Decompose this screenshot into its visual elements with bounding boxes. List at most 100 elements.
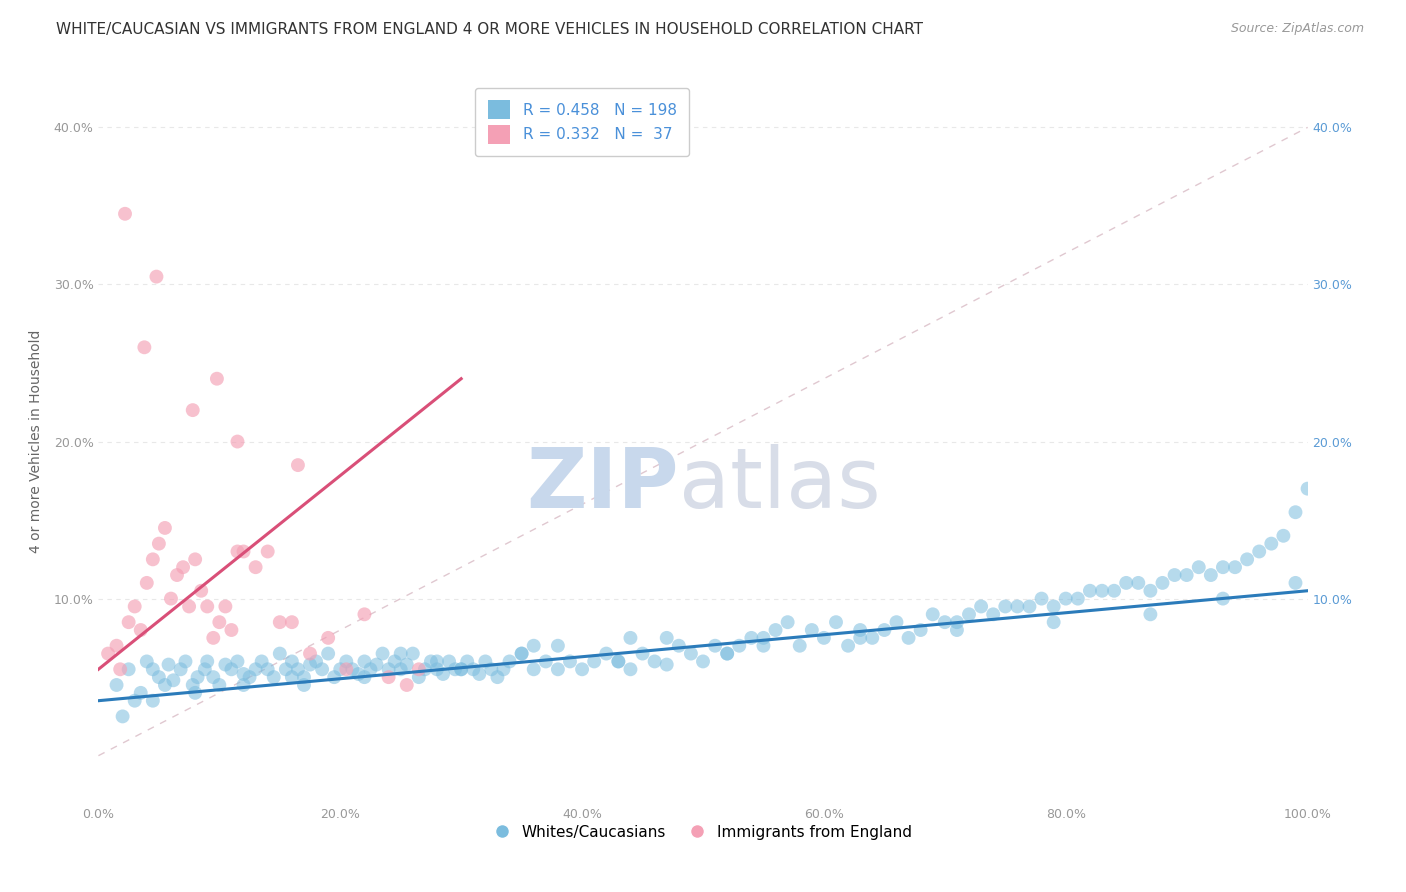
Point [360,662,382,676]
Point [145,269,167,284]
Point [135,655,157,669]
Point [148,536,170,550]
Point [245,662,267,676]
Point [1260,536,1282,550]
Point [105,678,128,692]
Point [463,662,485,676]
Point [1188,560,1211,574]
Point [1249,544,1271,558]
Point [160,591,183,606]
Text: ZIP: ZIP [526,444,679,525]
Point [655,657,678,672]
Point [444,662,467,676]
Point [873,623,896,637]
Point [292,678,315,692]
Point [395,678,418,692]
Point [172,560,194,574]
Point [789,639,811,653]
Point [837,639,859,653]
Point [558,655,581,669]
Point [114,207,136,221]
Point [498,655,520,669]
Point [595,647,617,661]
Point [169,662,191,676]
Point [389,662,412,676]
Point [523,662,546,676]
Point [269,647,291,661]
Point [323,670,346,684]
Point [226,544,249,558]
Point [897,631,920,645]
Point [1007,599,1029,614]
Point [208,678,231,692]
Point [226,655,249,669]
Point [153,521,176,535]
Point [1199,568,1222,582]
Point [547,639,569,653]
Point [1223,560,1246,574]
Point [287,458,309,472]
Point [135,575,157,590]
Point [281,670,304,684]
Point [142,694,165,708]
Text: WHITE/CAUCASIAN VS IMMIGRANTS FROM ENGLAND 4 OR MORE VEHICLES IN HOUSEHOLD CORRE: WHITE/CAUCASIAN VS IMMIGRANTS FROM ENGLA… [56,22,924,37]
Point [335,655,357,669]
Point [281,615,304,630]
Point [583,655,606,669]
Point [157,657,180,672]
Point [1212,591,1234,606]
Point [704,639,727,653]
Point [1284,575,1306,590]
Point [142,552,165,566]
Point [619,662,641,676]
Point [1031,591,1053,606]
Point [377,670,399,684]
Point [752,631,775,645]
Point [118,662,141,676]
Point [205,372,228,386]
Point [174,655,197,669]
Point [849,631,872,645]
Point [910,623,932,637]
Point [316,647,339,661]
Point [245,560,267,574]
Point [1272,529,1295,543]
Point [202,631,225,645]
Point [256,544,278,558]
Point [800,623,823,637]
Point [371,647,394,661]
Point [335,662,357,676]
Point [134,340,156,354]
Point [190,583,212,598]
Point [510,647,533,661]
Point [740,631,762,645]
Point [1152,575,1174,590]
Point [366,657,388,672]
Point [752,639,775,653]
Point [716,647,738,661]
Point [571,662,593,676]
Point [825,615,848,630]
Point [1042,599,1064,614]
Legend: Whites/Caucasians, Immigrants from England: Whites/Caucasians, Immigrants from Engla… [488,819,918,846]
Point [668,639,690,653]
Point [214,599,236,614]
Point [181,678,204,692]
Point [716,647,738,661]
Point [179,599,201,614]
Point [108,662,131,676]
Point [221,623,243,637]
Point [111,709,134,723]
Point [474,655,496,669]
Point [153,678,176,692]
Point [187,670,209,684]
Point [226,434,249,449]
Point [970,599,993,614]
Point [305,655,328,669]
Point [1139,607,1161,622]
Point [492,662,515,676]
Point [1091,583,1114,598]
Y-axis label: 4 or more Vehicles in Household: 4 or more Vehicles in Household [28,330,42,553]
Point [148,670,170,684]
Point [281,655,304,669]
